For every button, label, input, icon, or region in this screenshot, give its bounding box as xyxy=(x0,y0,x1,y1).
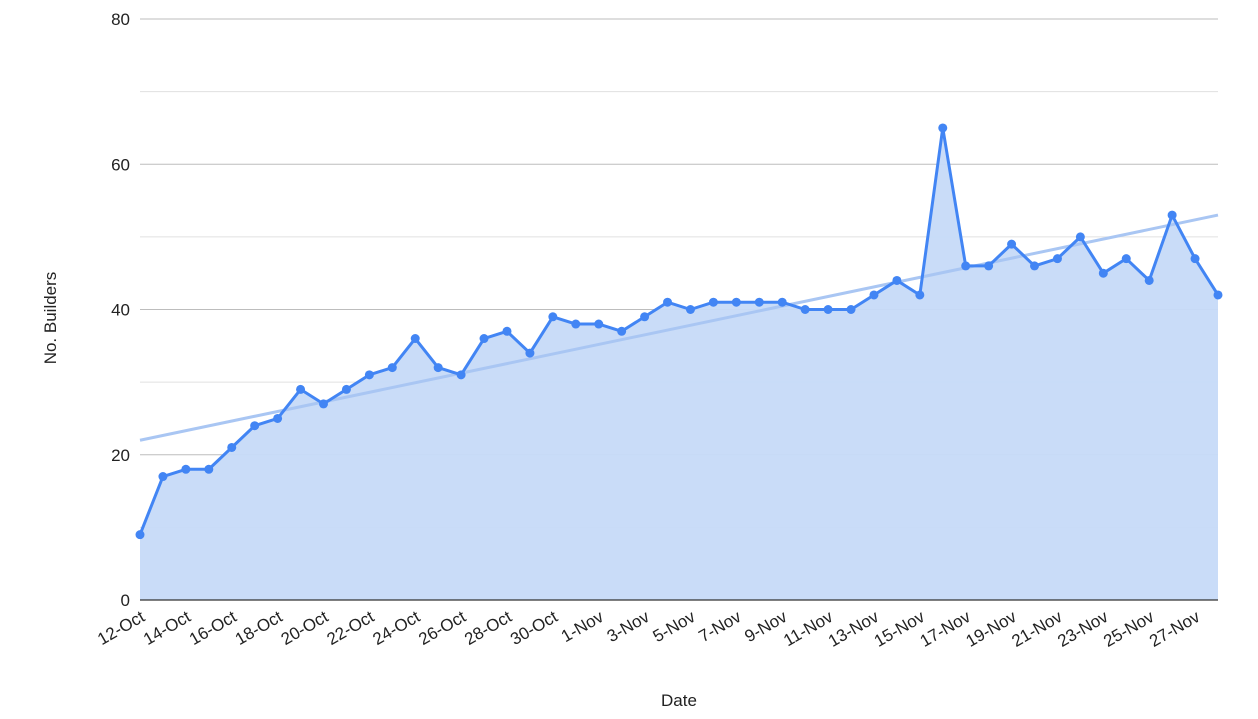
data-point xyxy=(984,261,994,271)
y-axis-title: No. Builders xyxy=(41,272,60,365)
data-point xyxy=(1030,261,1040,271)
data-point xyxy=(640,312,650,322)
data-point xyxy=(1052,254,1062,264)
data-point xyxy=(869,290,879,300)
data-point xyxy=(685,305,695,314)
data-point xyxy=(250,421,260,431)
data-point xyxy=(594,319,604,329)
data-point xyxy=(915,290,925,300)
y-tick-label: 0 xyxy=(121,591,130,610)
series-area-fill xyxy=(140,127,1218,600)
x-tick-label: 20-Oct xyxy=(278,607,332,649)
data-points xyxy=(135,123,1223,540)
y-tick-label: 40 xyxy=(111,301,130,320)
data-point xyxy=(1121,254,1131,264)
data-point xyxy=(1190,254,1200,264)
data-point xyxy=(846,305,856,314)
data-point xyxy=(410,334,420,344)
x-tick-label: 28-Oct xyxy=(461,607,515,649)
data-point xyxy=(1075,232,1085,242)
x-tick-label: 30-Oct xyxy=(507,607,561,649)
data-point xyxy=(1144,275,1154,285)
x-tick-label: 1-Nov xyxy=(558,607,607,646)
y-tick-label: 80 xyxy=(111,10,130,29)
data-point xyxy=(938,123,948,133)
x-tick-label: 11-Nov xyxy=(780,607,836,650)
x-axis-title: Date xyxy=(661,691,697,710)
data-point xyxy=(731,297,741,307)
x-tick-label: 3-Nov xyxy=(604,607,653,646)
x-tick-label: 27-Nov xyxy=(1146,607,1203,651)
data-point xyxy=(364,370,374,380)
y-tick-label: 60 xyxy=(111,155,130,174)
data-point xyxy=(1098,268,1108,278)
data-point xyxy=(708,297,718,307)
data-point xyxy=(777,297,787,307)
data-point xyxy=(387,363,397,373)
data-point xyxy=(1167,210,1177,220)
x-tick-label: 12-Oct xyxy=(94,607,148,649)
data-point xyxy=(433,363,443,373)
x-tick-label: 13-Nov xyxy=(825,607,882,651)
y-tick-label: 20 xyxy=(111,446,130,465)
x-tick-label: 23-Nov xyxy=(1054,607,1111,651)
data-point xyxy=(754,297,764,307)
data-point xyxy=(525,348,535,358)
x-tick-label: 16-Oct xyxy=(186,607,240,649)
data-point xyxy=(204,464,214,474)
x-tick-label: 26-Oct xyxy=(415,607,469,649)
data-point xyxy=(892,275,902,285)
data-point xyxy=(456,370,466,380)
data-point xyxy=(961,261,971,271)
x-tick-label: 25-Nov xyxy=(1100,607,1157,651)
data-point xyxy=(617,326,627,336)
data-point xyxy=(181,464,191,474)
data-point xyxy=(1007,239,1017,249)
x-tick-label: 14-Oct xyxy=(140,607,194,649)
y-tick-labels: 0 20 40 60 80 xyxy=(111,10,130,610)
x-tick-label: 19-Nov xyxy=(963,607,1020,651)
x-tick-label: 7-Nov xyxy=(696,607,745,646)
x-tick-label: 24-Oct xyxy=(370,607,424,649)
data-point xyxy=(296,384,306,394)
data-point xyxy=(571,319,581,329)
data-point xyxy=(318,399,328,409)
data-point xyxy=(823,305,833,314)
data-point xyxy=(800,305,810,314)
x-tick-label: 21-Nov xyxy=(1008,607,1065,651)
data-point xyxy=(1213,290,1223,300)
data-point xyxy=(663,297,673,307)
x-tick-label: 18-Oct xyxy=(232,607,286,649)
data-point xyxy=(158,472,168,482)
data-point xyxy=(341,384,351,394)
x-tick-label: 15-Nov xyxy=(871,607,928,651)
data-point xyxy=(227,442,237,452)
x-tick-label: 22-Oct xyxy=(324,607,378,649)
x-tick-labels: 12-Oct14-Oct16-Oct18-Oct20-Oct22-Oct24-O… xyxy=(94,607,1203,651)
data-point xyxy=(502,326,512,336)
data-point xyxy=(548,312,558,322)
data-point xyxy=(273,413,283,423)
data-point xyxy=(135,530,145,540)
x-tick-label: 5-Nov xyxy=(650,607,699,646)
data-point xyxy=(479,334,489,344)
x-tick-label: 17-Nov xyxy=(917,607,974,651)
